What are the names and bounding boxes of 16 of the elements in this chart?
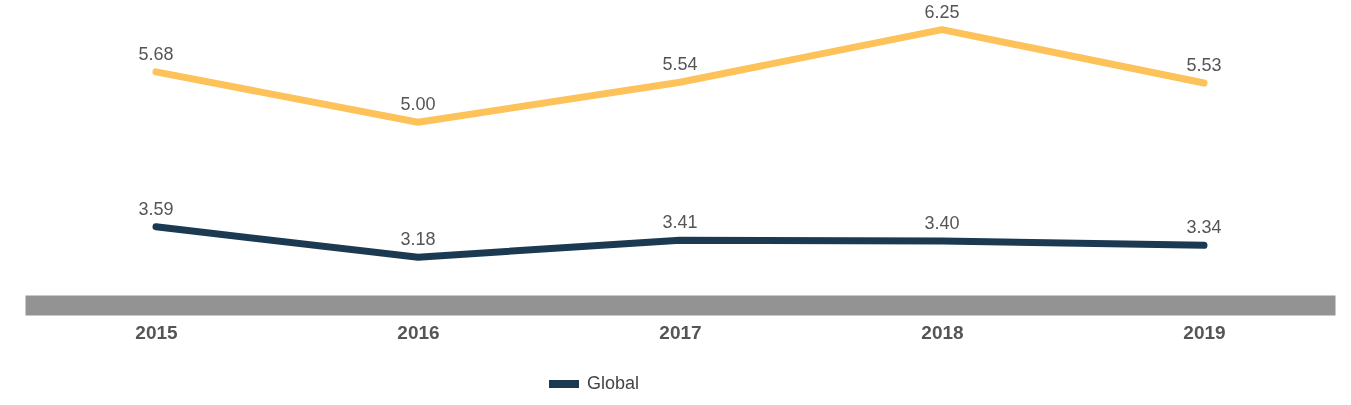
- data-label: 6.25: [924, 1, 960, 22]
- x-tick-label: 2015: [135, 321, 179, 343]
- data-label: 5.53: [1186, 54, 1222, 75]
- legend-label: Global: [587, 373, 640, 393]
- x-tick-label: 2016: [397, 321, 440, 343]
- x-tick-label: 2019: [1183, 321, 1226, 343]
- data-label: 3.18: [400, 229, 436, 250]
- data-label: 3.59: [138, 198, 174, 219]
- x-tick-label: 2018: [921, 321, 964, 343]
- x-tick-label: 2017: [659, 321, 702, 343]
- data-label: 3.41: [662, 212, 698, 233]
- data-label: 5.00: [400, 94, 436, 115]
- data-label: 5.54: [662, 54, 698, 75]
- data-label: 3.40: [924, 212, 960, 233]
- data-label: 5.68: [138, 43, 174, 64]
- data-label: 3.34: [1186, 217, 1222, 238]
